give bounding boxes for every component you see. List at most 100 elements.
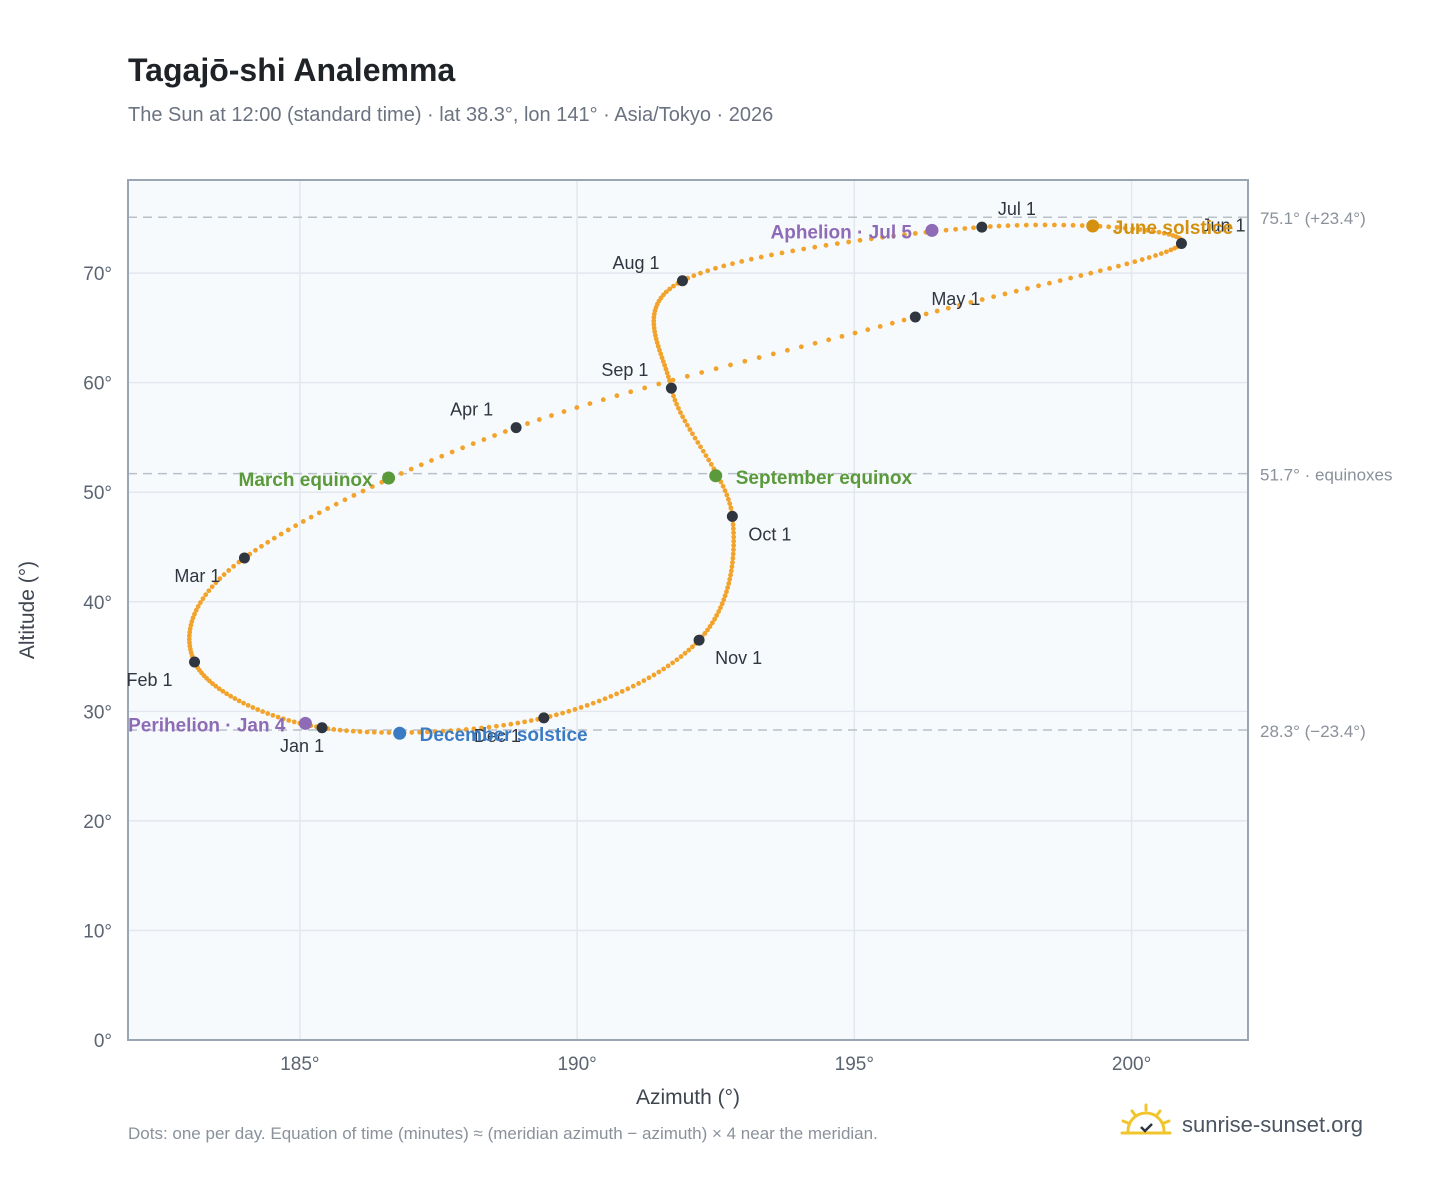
daily-sun-dot — [216, 686, 222, 692]
daily-sun-dot — [718, 605, 723, 611]
daily-sun-dot — [193, 607, 199, 613]
daily-sun-dot — [1078, 273, 1084, 278]
daily-sun-dot — [725, 496, 731, 502]
daily-sun-dot — [962, 226, 968, 231]
daily-sun-dot — [651, 325, 657, 331]
daily-sun-dot — [730, 522, 736, 527]
daily-sun-dot — [614, 691, 619, 697]
sun-logo-icon — [1120, 1103, 1172, 1148]
daily-sun-dot — [663, 366, 669, 372]
daily-sun-dot — [687, 427, 693, 432]
daily-sun-dot — [758, 254, 764, 260]
daily-sun-dot — [398, 471, 404, 476]
daily-sun-dot — [1002, 291, 1008, 297]
daily-sun-dot — [713, 265, 718, 271]
daily-sun-dot — [241, 700, 246, 706]
daily-sun-dot — [1114, 224, 1120, 230]
daily-sun-dot — [522, 719, 528, 725]
daily-sun-dot — [226, 568, 232, 573]
month-label: Sep 1 — [601, 360, 648, 380]
daily-sun-dot — [188, 622, 194, 628]
daily-sun-dot — [652, 329, 658, 335]
daily-sun-dot — [432, 729, 438, 735]
daily-sun-dot — [730, 560, 735, 565]
month-marker — [676, 275, 688, 287]
daily-sun-dot — [1116, 263, 1121, 269]
daily-sun-dot — [331, 727, 337, 732]
daily-sun-dot — [651, 315, 657, 320]
daily-sun-dot — [619, 688, 625, 694]
daily-sun-dot — [386, 730, 392, 735]
daily-sun-dot — [587, 401, 593, 407]
daily-sun-dot — [703, 453, 709, 458]
daily-sun-dot — [255, 707, 261, 712]
month-marker — [693, 634, 705, 646]
daily-sun-dot — [901, 317, 907, 323]
daily-sun-dot — [271, 535, 277, 541]
daily-sun-dot — [440, 728, 446, 734]
daily-sun-dot — [553, 712, 559, 718]
daily-sun-dot — [698, 270, 703, 276]
daily-sun-dot — [798, 344, 804, 350]
daily-sun-dot — [584, 702, 590, 708]
month-marker — [909, 311, 921, 323]
daily-sun-dot — [275, 714, 281, 720]
chart-subtitle: The Sun at 12:00 (standard time) · lat 3… — [128, 104, 774, 126]
daily-sun-dot — [1070, 222, 1076, 228]
daily-sun-dot — [1057, 278, 1063, 284]
x-tick-label: 190° — [557, 1054, 596, 1075]
daily-sun-dot — [424, 729, 430, 735]
month-marker — [1175, 238, 1187, 250]
daily-sun-dot — [231, 563, 237, 569]
month-marker — [316, 722, 328, 734]
chart-title: Tagajō-shi Analemma — [128, 52, 456, 88]
daily-sun-dot — [236, 698, 242, 704]
daily-sun-dot — [463, 727, 469, 732]
daily-sun-dot — [728, 568, 734, 574]
daily-sun-dot — [285, 527, 291, 533]
x-tick-label: 185° — [280, 1054, 319, 1075]
event-marker — [298, 716, 312, 730]
daily-sun-dot — [300, 519, 306, 524]
daily-sun-dot — [653, 336, 659, 342]
daily-sun-dot — [728, 505, 734, 511]
month-marker — [665, 382, 677, 394]
y-tick-label: 0° — [94, 1031, 112, 1052]
month-label: Nov 1 — [715, 648, 762, 668]
daily-sun-dot — [678, 410, 683, 415]
daily-sun-dot — [839, 333, 845, 339]
daily-sun-dot — [265, 711, 271, 716]
daily-sun-dot — [660, 359, 666, 364]
daily-sun-dot — [659, 355, 665, 361]
month-label: Feb 1 — [127, 670, 173, 690]
daily-sun-dot — [731, 543, 737, 548]
daily-sun-dot — [186, 633, 192, 639]
daily-sun-dot — [724, 492, 730, 498]
daily-sun-dot — [578, 705, 584, 710]
daily-sun-dot — [1150, 228, 1156, 234]
daily-sun-dot — [481, 437, 487, 442]
daily-sun-dot — [716, 609, 722, 614]
daily-sun-dot — [259, 543, 264, 549]
daily-sun-dot — [739, 258, 745, 264]
daily-sun-dot — [1122, 225, 1128, 231]
daily-sun-dot — [1061, 222, 1067, 228]
daily-sun-dot — [364, 729, 370, 735]
event-label: December solstice — [420, 725, 588, 746]
daily-sun-dot — [600, 397, 606, 403]
daily-sun-dot — [690, 431, 695, 437]
daily-sun-dot — [460, 445, 466, 451]
daily-sun-dot — [1137, 227, 1143, 232]
daily-sun-dot — [379, 730, 384, 735]
daily-sun-dot — [286, 717, 292, 723]
reference-line-label: 75.1° (+23.4°) — [1260, 209, 1366, 228]
month-label: May 1 — [931, 289, 980, 309]
daily-sun-dot — [934, 308, 940, 314]
daily-sun-dot — [351, 492, 357, 498]
daily-sun-dot — [1139, 257, 1145, 262]
daily-sun-dot — [720, 483, 726, 489]
daily-sun-dot — [1132, 259, 1138, 265]
brand[interactable]: sunrise-sunset.org — [1120, 1100, 1363, 1150]
y-tick-label: 20° — [83, 812, 112, 833]
